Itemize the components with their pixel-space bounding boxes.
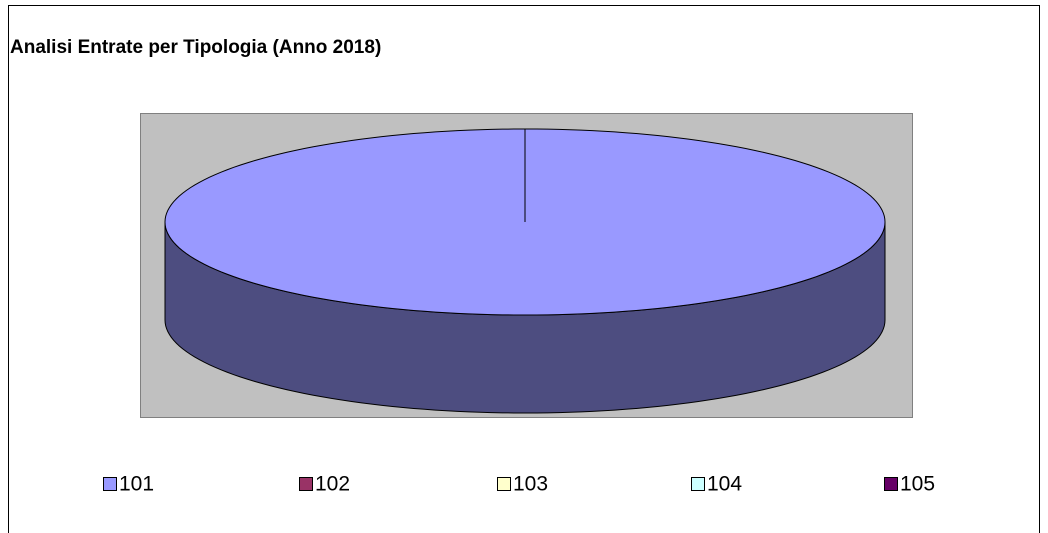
legend-swatch — [103, 477, 117, 491]
legend-label: 104 — [707, 473, 742, 496]
pie-slice — [164, 128, 886, 316]
legend-label: 103 — [513, 473, 548, 496]
legend-swatch — [299, 477, 313, 491]
legend-swatch — [884, 477, 898, 491]
chart-title: Analisi Entrate per Tipologia (Anno 2018… — [10, 37, 381, 58]
legend-swatch — [497, 477, 511, 491]
legend-label: 101 — [119, 473, 154, 496]
legend-swatch — [691, 477, 705, 491]
legend-label: 105 — [900, 473, 935, 496]
legend-label: 102 — [315, 473, 350, 496]
